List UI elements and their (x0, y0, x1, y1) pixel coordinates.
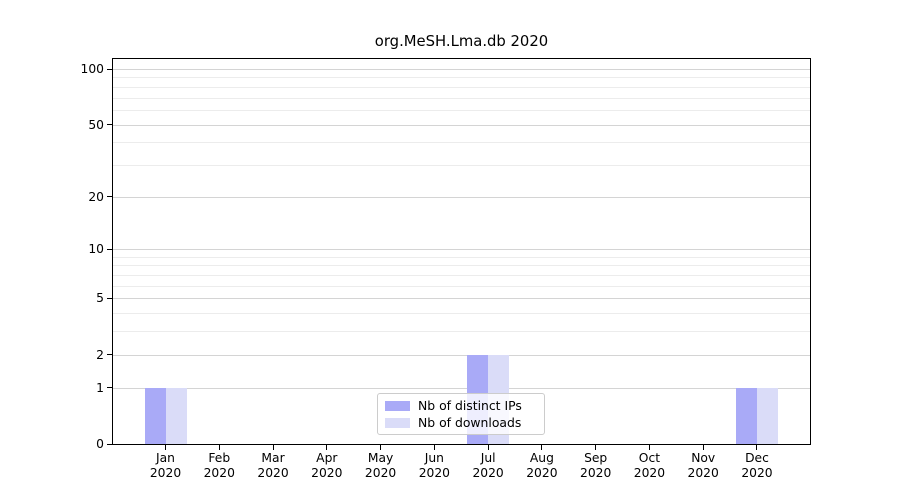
gridline-major (113, 387, 810, 389)
y-tick-label: 5 (96, 291, 104, 306)
x-tick-month: Dec (745, 451, 769, 465)
x-tick-month: Feb (208, 451, 231, 465)
x-tick-label: Jan 2020 (138, 451, 194, 481)
legend: Nb of distinct IPs Nb of downloads (377, 393, 545, 435)
gridline-minor (113, 109, 810, 111)
legend-item-distinct-ips: Nb of distinct IPs (378, 397, 544, 413)
gridline-major (113, 249, 810, 251)
x-tick-mark (648, 445, 650, 450)
x-tick-label: Apr 2020 (299, 451, 355, 481)
y-tick-mark (107, 354, 112, 356)
y-tick-mark (107, 443, 112, 445)
x-tick-label: Mar 2020 (245, 451, 301, 481)
gridline-major (113, 298, 810, 300)
gridline-minor (113, 265, 810, 267)
x-tick-label: Aug 2020 (514, 451, 570, 481)
gridline-major (113, 124, 810, 126)
x-tick-year: 2020 (633, 466, 666, 480)
y-tick-mark (107, 196, 112, 198)
x-tick-mark (541, 445, 543, 450)
chart-title: org.MeSH.Lma.db 2020 (374, 33, 549, 50)
x-tick-mark (433, 445, 435, 450)
x-tick-month: Oct (638, 451, 661, 465)
x-tick-label: Dec 2020 (729, 451, 785, 481)
y-tick-label: 100 (80, 62, 104, 76)
x-tick-year: 2020 (257, 466, 289, 480)
gridline-minor (113, 275, 810, 277)
x-tick-month: Mar (261, 451, 285, 465)
x-tick-month: Aug (529, 451, 554, 465)
x-tick-year: 2020 (741, 466, 773, 480)
x-tick-year: 2020 (418, 466, 450, 480)
x-tick-year: 2020 (203, 466, 235, 480)
y-tick-mark (107, 297, 112, 299)
y-tick-label: 2 (96, 347, 104, 362)
x-tick-month: Jan (156, 451, 175, 465)
x-tick-month: Apr (316, 451, 338, 465)
y-tick-label: 1 (96, 380, 104, 395)
x-tick-year: 2020 (149, 466, 182, 480)
x-tick-month: Sep (584, 451, 608, 465)
x-tick-mark (756, 445, 758, 450)
bar-downloads (756, 387, 778, 444)
x-tick-label: Feb 2020 (191, 451, 247, 481)
x-tick-mark (595, 445, 597, 450)
x-tick-label: May 2020 (353, 451, 409, 481)
bar-downloads (165, 387, 187, 444)
x-tick-mark (218, 445, 220, 450)
x-tick-year: 2020 (364, 466, 397, 480)
x-tick-label: Jun 2020 (406, 451, 462, 481)
x-tick-mark (380, 445, 382, 450)
x-tick-month: May (367, 451, 394, 465)
legend-item-downloads: Nb of downloads (378, 414, 544, 430)
y-tick-mark (107, 68, 112, 70)
gridline-minor (113, 77, 810, 79)
gridline-minor (113, 285, 810, 287)
x-tick-label: Jul 2020 (460, 451, 516, 481)
gridline-major (113, 69, 810, 70)
y-tick-mark (107, 248, 112, 250)
gridline-minor (113, 313, 810, 315)
x-tick-month: Jul (480, 451, 496, 465)
bar-distinct-ips (144, 387, 166, 444)
x-tick-mark (272, 445, 274, 450)
gridline-minor (113, 164, 810, 166)
x-tick-mark (702, 445, 704, 450)
x-tick-month: Nov (691, 451, 716, 465)
gridline-major (113, 196, 810, 198)
x-tick-year: 2020 (580, 466, 612, 480)
y-tick-label: 0 (96, 437, 104, 451)
x-tick-month: Jun (424, 451, 444, 465)
x-tick-year: 2020 (526, 466, 558, 480)
plot-area (112, 58, 811, 445)
legend-label-downloads: Nb of downloads (418, 414, 522, 430)
x-tick-mark (487, 445, 489, 450)
legend-swatch-downloads (385, 417, 410, 428)
y-tick-mark (107, 387, 112, 389)
gridline-minor (113, 97, 810, 99)
y-tick-label: 50 (88, 117, 104, 132)
x-tick-year: 2020 (311, 466, 343, 480)
x-tick-year: 2020 (687, 466, 719, 480)
x-tick-year: 2020 (472, 466, 504, 480)
y-tick-label: 20 (88, 189, 104, 204)
gridline-minor (113, 86, 810, 88)
legend-swatch-distinct-ips (385, 400, 410, 411)
x-tick-label: Sep 2020 (568, 451, 624, 481)
x-tick-label: Nov 2020 (675, 451, 731, 481)
x-tick-label: Oct 2020 (621, 451, 677, 481)
bar-distinct-ips (735, 387, 757, 444)
gridline-minor (113, 142, 810, 144)
x-tick-mark (165, 445, 166, 450)
gridline-major (113, 354, 810, 356)
x-tick-mark (326, 445, 328, 450)
gridline-minor (113, 256, 810, 258)
legend-label-distinct-ips: Nb of distinct IPs (418, 397, 522, 413)
y-tick-mark (107, 124, 112, 126)
y-tick-label: 10 (88, 242, 104, 257)
gridline-minor (113, 331, 810, 333)
